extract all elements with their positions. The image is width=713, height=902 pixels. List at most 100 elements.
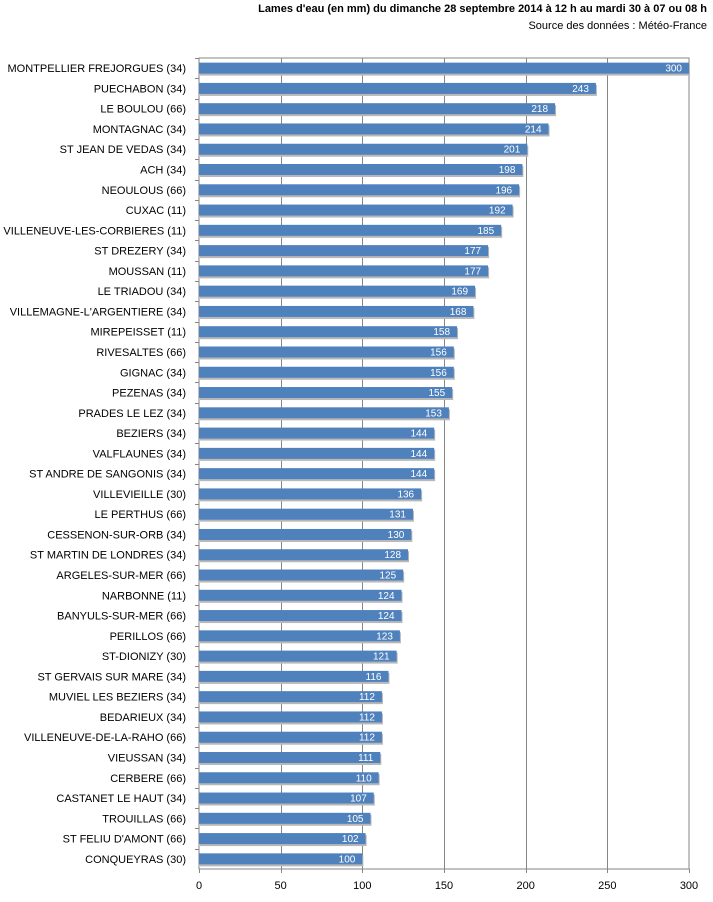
x-tick-label: 250 [598,880,616,892]
category-label: ACH (34) [140,165,186,177]
bar [199,691,382,703]
category-label: PUECHABON (34) [94,83,186,95]
bar-value-label: 124 [378,611,395,622]
bar-value-label: 155 [428,388,445,399]
bar-value-label: 177 [464,266,481,277]
category-label: MOUSSAN (11) [109,266,186,278]
category-label: ST JEAN DE VEDAS (34) [60,144,186,156]
bar-value-label: 192 [489,206,506,217]
bar [199,792,374,804]
category-label: MIREPEISSET (11) [90,327,186,339]
x-tick-label: 300 [680,880,698,892]
category-label: LE PERTHUS (66) [95,509,187,521]
category-label: LE BOULOU (66) [100,104,186,116]
bar [199,772,379,784]
bar-value-label: 128 [384,550,401,561]
bar-value-label: 102 [342,834,359,845]
bars: 3002432182142011981961921851771771691681… [199,62,690,867]
bar-value-label: 123 [376,631,393,642]
bar [199,346,454,358]
category-label: PEZENAS (34) [112,388,186,400]
bar-value-label: 110 [356,773,372,784]
bar-value-label: 196 [495,185,512,196]
bar [199,812,371,824]
bar [199,488,422,500]
bar [199,143,528,155]
bar-value-label: 107 [350,794,367,805]
bar [199,731,382,743]
bar [199,427,435,439]
bar-value-label: 131 [389,510,406,521]
bar-value-label: 300 [665,64,682,75]
bar [199,528,412,540]
bar [199,285,476,297]
bar [199,224,502,236]
bar-value-label: 116 [366,672,382,683]
category-label: GIGNAC (34) [120,367,186,379]
category-label: TROUILLAS (66) [102,813,186,825]
chart-title: Lames d'eau (en mm) du dimanche 28 septe… [258,3,707,15]
bar [199,447,435,459]
x-tick-label: 100 [353,880,371,892]
bar [199,103,556,115]
category-label: NARBONNE (11) [102,590,186,602]
category-label: RIVESALTES (66) [96,347,186,359]
bar [199,751,381,763]
category-label: ST GERVAIS SUR MARE (34) [37,671,186,683]
category-label: BANYULS-SUR-MER (66) [57,611,186,623]
category-label: VALFLAUNES (34) [93,448,186,460]
bar [199,123,549,135]
bar [199,366,454,378]
bar-value-label: 112 [359,692,375,703]
bar [199,711,382,723]
category-label: MONTAGNAC (34) [93,124,186,136]
bar-value-label: 153 [425,408,442,419]
bar-value-label: 243 [572,84,589,95]
bar-value-label: 111 [358,753,374,764]
bar [199,326,458,338]
bar-value-label: 130 [388,530,405,541]
bar-value-label: 214 [525,124,542,135]
bar [199,650,397,662]
bar [199,569,404,581]
x-tick-label: 0 [196,880,202,892]
bar-value-label: 198 [499,165,516,176]
category-label: VILLEMAGNE-L'ARGENTIERE (34) [10,306,186,318]
bar-value-label: 125 [379,571,396,582]
bar [199,630,400,642]
category-label: NEOULOUS (66) [102,185,186,197]
bar [199,245,489,257]
bar [199,468,435,480]
bar-value-label: 100 [339,854,356,865]
category-label: ST MARTIN DE LONDRES (34) [30,550,186,562]
category-label: CUXAC (11) [126,205,186,217]
category-label: CONQUEYRAS (30) [85,854,186,866]
category-label: LE TRIADOU (34) [98,286,186,298]
bar-value-label: 112 [359,733,375,744]
bar [199,164,523,176]
category-label: PERILLOS (66) [110,631,186,643]
category-label: VIEUSSAN (34) [108,752,186,764]
bar-value-label: 158 [433,327,450,338]
category-label: VILLEVIEILLE (30) [93,489,186,501]
bar-value-label: 218 [531,104,548,115]
category-label: CESSENON-SUR-ORB (34) [47,529,186,541]
bar-value-label: 136 [397,489,414,500]
bar [199,549,409,561]
bar [199,387,453,399]
category-label: PRADES LE LEZ (34) [78,408,186,420]
bar-value-label: 144 [411,429,428,440]
x-tick-label: 200 [516,880,534,892]
bar-value-label: 144 [411,469,428,480]
bar-value-label: 156 [430,347,447,358]
category-label: VILLENEUVE-DE-LA-RAHO (66) [24,732,186,744]
x-tick-labels: 0 50 100 150 200 250 300 [196,880,698,892]
category-label: VILLENEUVE-LES-CORBIERES (11) [3,225,186,237]
bar [199,265,489,277]
bar-value-label: 112 [359,712,375,723]
bar [199,670,389,682]
bar [199,62,689,74]
bar-value-label: 144 [411,449,428,460]
bar-value-label: 124 [378,591,395,602]
